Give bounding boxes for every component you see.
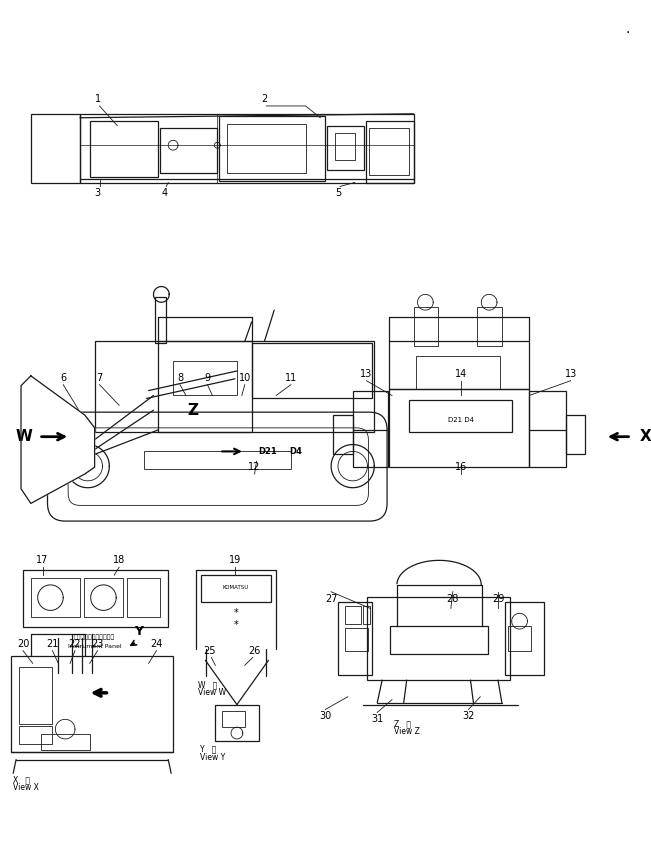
Bar	[390, 626, 488, 653]
Text: W   矢: W 矢	[198, 680, 217, 689]
Bar	[215, 705, 258, 741]
Text: Y: Y	[134, 625, 143, 637]
Bar	[363, 606, 370, 624]
Text: 17: 17	[36, 555, 49, 565]
Text: D21 D4: D21 D4	[448, 417, 474, 423]
Text: 18: 18	[113, 555, 125, 565]
Text: 25: 25	[203, 646, 215, 655]
Bar	[327, 125, 365, 170]
Text: 7: 7	[96, 373, 103, 383]
Bar	[40, 734, 90, 749]
Text: X   矢: X 矢	[13, 775, 30, 785]
FancyBboxPatch shape	[48, 412, 387, 521]
Bar	[367, 596, 510, 680]
Text: 23: 23	[91, 638, 104, 648]
Text: .: .	[626, 23, 630, 36]
Bar	[413, 307, 438, 346]
Text: W: W	[16, 429, 33, 444]
Bar	[529, 390, 566, 467]
Bar	[127, 578, 160, 617]
Bar	[338, 601, 372, 675]
Text: KOMATSU: KOMATSU	[223, 585, 249, 590]
Text: 6: 6	[60, 373, 66, 383]
Text: 10: 10	[239, 373, 251, 383]
Text: *
*: * *	[234, 608, 238, 630]
Text: 9: 9	[204, 373, 210, 383]
Bar	[31, 114, 80, 182]
Text: Instrument Panel: Instrument Panel	[68, 643, 122, 648]
Text: D21: D21	[258, 447, 277, 456]
Text: 16: 16	[454, 462, 467, 472]
Text: 3: 3	[94, 188, 101, 198]
Bar	[345, 606, 361, 624]
Bar	[409, 400, 512, 431]
Bar	[333, 415, 353, 454]
Text: D4: D4	[289, 447, 302, 456]
Bar	[566, 415, 585, 454]
Bar	[477, 307, 502, 346]
Text: 14: 14	[454, 369, 467, 378]
Text: 21: 21	[46, 638, 59, 648]
Text: 12: 12	[249, 462, 261, 472]
Text: 19: 19	[229, 555, 241, 565]
Bar	[31, 578, 80, 617]
Text: 22: 22	[69, 638, 81, 648]
Text: X: X	[639, 429, 651, 444]
Bar	[389, 389, 529, 467]
Bar	[222, 711, 245, 727]
Bar	[252, 343, 372, 399]
Text: 11: 11	[284, 373, 297, 383]
Text: 31: 31	[371, 714, 383, 724]
Text: 20: 20	[17, 638, 29, 648]
Bar	[90, 121, 158, 177]
Bar	[173, 361, 237, 395]
Text: View Y: View Y	[200, 753, 225, 762]
Bar	[11, 655, 173, 752]
Bar	[369, 128, 409, 175]
Text: 13: 13	[361, 369, 372, 378]
Text: 2: 2	[261, 94, 268, 104]
Text: Y   矢: Y 矢	[200, 745, 216, 754]
Bar	[508, 626, 531, 651]
Bar	[160, 128, 217, 172]
Text: 28: 28	[447, 594, 459, 604]
Text: 30: 30	[319, 711, 331, 722]
Bar	[389, 341, 529, 389]
Text: View X: View X	[13, 783, 39, 792]
Text: インスツルメントパネル: インスツルメントパネル	[74, 634, 115, 639]
Text: 27: 27	[325, 594, 337, 604]
Text: View Z: View Z	[394, 727, 420, 736]
Bar	[201, 575, 271, 601]
Bar	[94, 341, 374, 431]
Text: 1: 1	[94, 94, 101, 104]
Bar	[505, 601, 544, 675]
Text: 13: 13	[564, 369, 577, 378]
Text: Z: Z	[187, 403, 199, 418]
Text: 4: 4	[161, 188, 167, 198]
Bar	[156, 298, 166, 343]
Bar	[345, 628, 368, 651]
Bar	[227, 124, 305, 172]
Text: 32: 32	[462, 711, 475, 722]
Text: View W: View W	[198, 688, 226, 697]
Bar	[335, 134, 355, 160]
Text: Z   矢: Z 矢	[394, 719, 411, 728]
Text: 29: 29	[492, 594, 504, 604]
Bar	[415, 357, 500, 389]
Bar	[19, 726, 53, 743]
Text: 5: 5	[335, 188, 341, 198]
Bar	[84, 578, 123, 617]
Bar	[158, 341, 252, 431]
Text: 26: 26	[249, 646, 261, 655]
Bar	[367, 121, 413, 182]
Bar	[23, 570, 168, 627]
Bar	[80, 114, 413, 182]
Bar	[353, 390, 388, 467]
Bar	[144, 452, 291, 469]
Text: 24: 24	[150, 638, 163, 648]
Polygon shape	[21, 376, 94, 504]
Text: 8: 8	[177, 373, 183, 383]
Bar	[19, 667, 53, 724]
Bar	[219, 116, 326, 181]
